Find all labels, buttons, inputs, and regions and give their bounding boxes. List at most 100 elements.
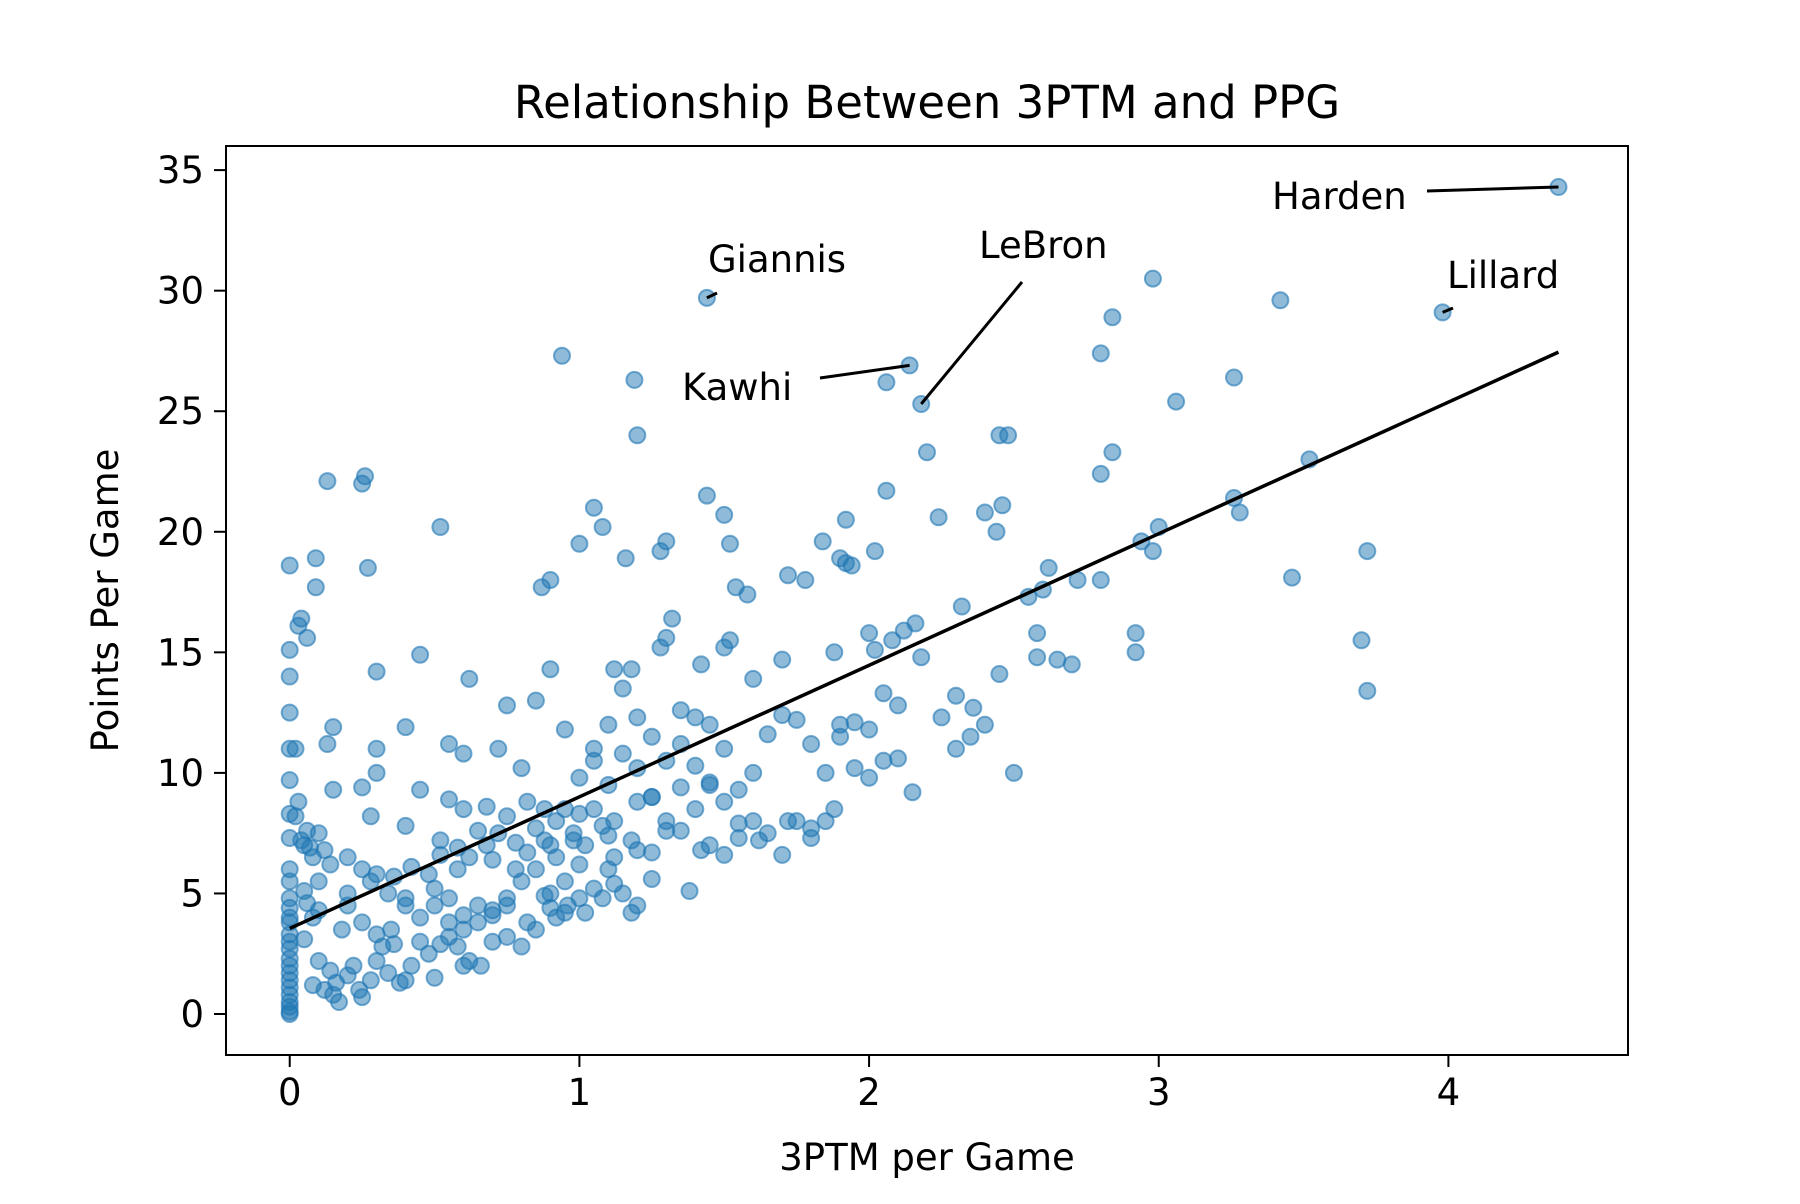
data-point bbox=[1103, 308, 1122, 327]
data-point bbox=[379, 964, 398, 982]
data-point bbox=[947, 686, 965, 705]
y-tick-label: 15 bbox=[157, 631, 204, 674]
data-point bbox=[651, 542, 670, 561]
data-point bbox=[932, 708, 951, 727]
data-point bbox=[744, 763, 763, 782]
data-point bbox=[332, 920, 351, 939]
data-point bbox=[993, 496, 1012, 515]
data-point bbox=[1062, 655, 1081, 674]
data-point bbox=[454, 800, 473, 819]
data-point bbox=[570, 768, 589, 787]
data-point bbox=[344, 956, 363, 975]
data-point bbox=[605, 874, 624, 893]
data-point bbox=[280, 872, 299, 891]
data-point bbox=[367, 739, 386, 758]
data-point bbox=[292, 609, 311, 628]
data-point bbox=[396, 718, 415, 737]
data-point bbox=[411, 780, 430, 799]
data-point bbox=[298, 628, 317, 647]
data-point bbox=[280, 667, 299, 686]
y-tick-label: 0 bbox=[180, 993, 204, 1036]
data-point bbox=[547, 812, 566, 831]
data-point bbox=[657, 628, 676, 647]
y-tick-label: 25 bbox=[157, 390, 204, 433]
data-point bbox=[779, 566, 797, 585]
data-point bbox=[353, 778, 372, 797]
data-point bbox=[532, 578, 551, 597]
data-point bbox=[584, 800, 603, 819]
data-point bbox=[877, 481, 896, 500]
data-point bbox=[865, 542, 884, 561]
data-point bbox=[448, 937, 467, 956]
data-point bbox=[295, 930, 314, 949]
annotation-label: Kawhi bbox=[682, 366, 792, 409]
data-point bbox=[628, 841, 647, 860]
data-point bbox=[382, 920, 401, 939]
data-point bbox=[906, 614, 925, 633]
data-point bbox=[460, 669, 479, 688]
data-point bbox=[324, 780, 343, 799]
data-point bbox=[576, 903, 595, 922]
data-point bbox=[816, 812, 835, 831]
data-point bbox=[358, 558, 377, 577]
data-point bbox=[469, 821, 487, 840]
data-point bbox=[773, 845, 792, 864]
data-point bbox=[952, 597, 971, 616]
data-point bbox=[692, 841, 711, 860]
data-point bbox=[469, 913, 487, 932]
data-point bbox=[961, 727, 980, 746]
data-point bbox=[622, 903, 641, 922]
data-point bbox=[286, 739, 305, 758]
data-point bbox=[779, 812, 797, 831]
data-point bbox=[642, 727, 661, 746]
data-point bbox=[599, 826, 618, 845]
data-point bbox=[889, 749, 907, 768]
data-point bbox=[356, 467, 374, 486]
data-point bbox=[448, 860, 467, 879]
y-axis-ticks: 0 5 10 15 20 25 30 35 bbox=[157, 149, 226, 1036]
data-point bbox=[622, 660, 641, 679]
data-point bbox=[440, 913, 458, 932]
data-point bbox=[1028, 648, 1047, 667]
data-point bbox=[738, 585, 757, 604]
data-point bbox=[912, 648, 931, 667]
data-point bbox=[613, 744, 632, 763]
data-point bbox=[553, 346, 571, 365]
data-point bbox=[286, 807, 305, 826]
data-point bbox=[570, 855, 589, 874]
data-point bbox=[1352, 631, 1371, 650]
data-point bbox=[729, 814, 748, 833]
data-point bbox=[1039, 558, 1058, 577]
data-point bbox=[680, 882, 699, 900]
data-point bbox=[877, 373, 896, 392]
data-point bbox=[987, 522, 1006, 541]
data-point bbox=[431, 831, 450, 850]
data-point bbox=[616, 549, 635, 568]
data-point bbox=[975, 715, 994, 734]
data-point bbox=[570, 534, 589, 553]
data-point bbox=[1143, 269, 1162, 288]
data-point bbox=[498, 927, 516, 946]
data-point bbox=[773, 650, 792, 669]
data-point bbox=[845, 713, 864, 732]
data-point bbox=[700, 715, 719, 734]
data-point bbox=[1126, 624, 1145, 643]
data-point bbox=[874, 684, 893, 703]
data-point bbox=[1143, 542, 1162, 561]
y-tick-label: 10 bbox=[157, 752, 204, 795]
data-point bbox=[367, 763, 386, 782]
annotation-label: Giannis bbox=[708, 238, 846, 281]
annotation-label: Harden bbox=[1272, 175, 1407, 218]
data-point bbox=[787, 710, 806, 729]
data-point bbox=[518, 792, 537, 811]
data-point bbox=[831, 715, 850, 734]
data-point bbox=[593, 518, 612, 536]
data-point bbox=[750, 831, 768, 850]
data-point bbox=[396, 816, 415, 835]
data-point bbox=[353, 988, 372, 1007]
annotation-line bbox=[706, 291, 718, 300]
data-point bbox=[425, 968, 444, 987]
data-point bbox=[700, 776, 719, 794]
data-point bbox=[361, 872, 380, 891]
